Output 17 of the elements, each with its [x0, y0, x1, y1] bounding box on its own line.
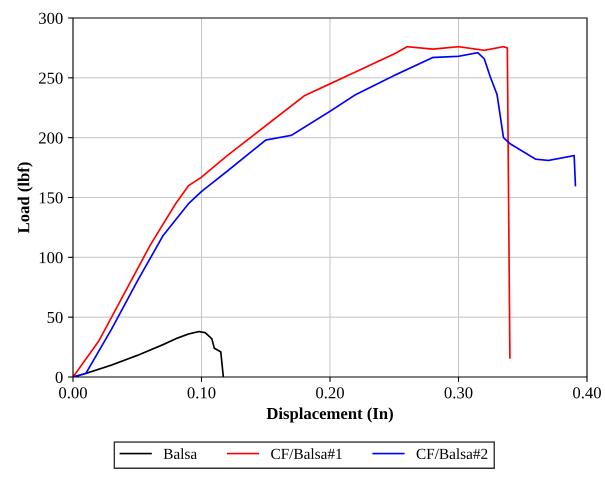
x-tick-label: 0.40 [573, 387, 601, 399]
x-tick-label: 0.20 [316, 387, 344, 399]
x-axis-title: Displacement (In) [266, 407, 393, 423]
legend-label: Balsa [164, 448, 197, 460]
y-tick-label: 0 [56, 372, 63, 383]
y-tick-label: 200 [39, 132, 63, 144]
x-tick-label: 0.10 [188, 387, 216, 399]
y-tick-label: 100 [40, 252, 63, 264]
x-tick-label: 0.30 [444, 387, 472, 399]
legend-label: CF/Balsa#1 [271, 448, 342, 460]
legend-label: CF/Balsa#2 [416, 448, 488, 460]
y-axis-title: Load (lbf) [17, 162, 33, 234]
y-tick-label: 250 [39, 72, 63, 84]
y-tick-label: 300 [39, 12, 63, 24]
y-tick-label: 50 [48, 312, 63, 324]
x-tick-label: 0.00 [59, 387, 87, 399]
y-tick-label: 150 [40, 192, 63, 204]
